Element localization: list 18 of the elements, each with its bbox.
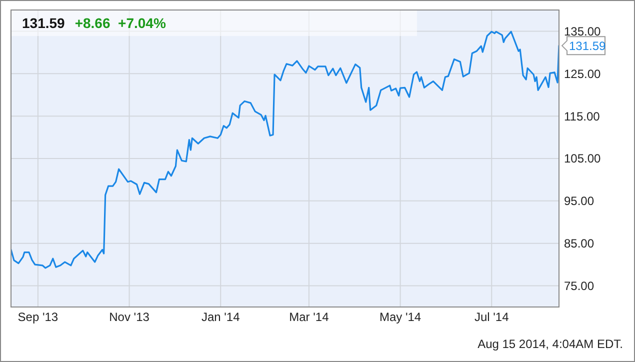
- x-tick-label: Nov '13: [109, 310, 150, 324]
- y-tick-label: 75.00: [564, 278, 594, 293]
- annotation: 131.59: [569, 38, 606, 53]
- x-tick-label: May '14: [379, 310, 422, 324]
- y-tick-label: 85.00: [564, 236, 594, 251]
- y-tick-label: 115.00: [564, 109, 600, 124]
- y-tick-label: 135.00: [564, 24, 602, 38]
- y-tick-label: 105.00: [564, 152, 602, 166]
- x-tick-label: Jan '14: [201, 310, 240, 324]
- y-tick-label: 95.00: [564, 194, 594, 208]
- text: Aug 15 2014, 4:04AM EDT.: [478, 337, 623, 351]
- chart-subtitle: +8.66 +7.04%: [74, 15, 166, 31]
- x-tick-label: Jul '14: [474, 310, 510, 324]
- x-tick-label: Sep '13: [18, 310, 58, 324]
- line-series: [11, 30, 559, 269]
- chart-title: 131.59: [22, 15, 66, 31]
- y-tick-label: 125.00: [564, 66, 602, 81]
- x-tick-label: Mar '14: [289, 310, 330, 324]
